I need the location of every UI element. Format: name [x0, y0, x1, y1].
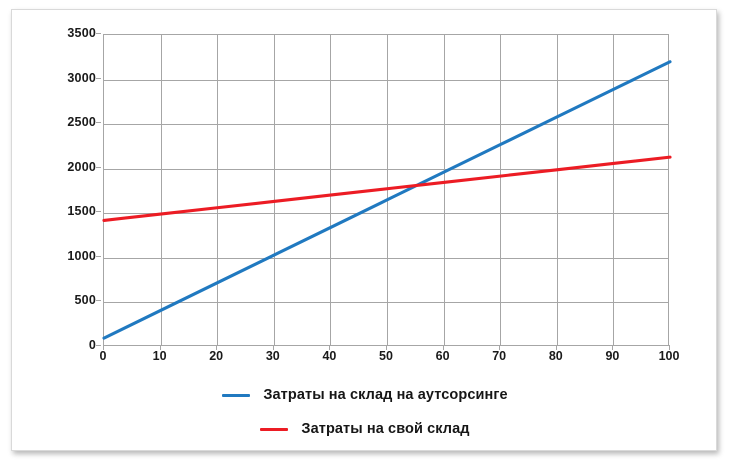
- x-axis-tick-label: 100: [647, 345, 691, 363]
- y-tick-mark: [96, 77, 101, 79]
- series-line-outsourcing: [102, 60, 672, 340]
- x-axis-tick-label: 50: [364, 345, 408, 363]
- gridline-horizontal: [104, 124, 668, 125]
- gridline-vertical: [500, 35, 501, 345]
- chart-card: 0 500 1000 1500 2000 2500 3000 3500 0 10 20 30 40 50…: [11, 9, 717, 451]
- y-axis: 0 500 1000 1500 2000 2500 3000 3500: [20, 27, 101, 351]
- y-tick-text: 2000: [67, 159, 96, 174]
- y-axis-tick-label: 1000: [20, 248, 101, 264]
- y-axis-tick-label: 2500: [20, 115, 101, 130]
- y-tick-mark: [96, 33, 101, 34]
- x-axis: 0 10 20 30 40 50 60 70 80 90 100: [100, 345, 679, 370]
- x-tick-mark: [272, 345, 274, 350]
- y-tick-mark: [96, 211, 101, 213]
- series-line-own-warehouse: [102, 155, 672, 222]
- legend-label-own-warehouse: Затраты на свой склад: [301, 421, 470, 437]
- x-axis-tick-label: 80: [534, 345, 578, 363]
- gridline-horizontal: [104, 258, 668, 259]
- legend-item: Затраты на свой склад: [12, 412, 718, 446]
- x-axis-tick-label: 30: [251, 345, 295, 363]
- gridline-vertical: [613, 35, 614, 345]
- y-axis-tick-label: 3500: [20, 26, 101, 41]
- x-tick-mark: [216, 345, 218, 350]
- x-tick-mark: [103, 345, 104, 350]
- gridline-horizontal: [104, 302, 668, 303]
- y-tick-text: 0: [88, 338, 96, 352]
- legend-swatch-outsourcing: [222, 393, 251, 397]
- y-tick-text: 500: [74, 293, 96, 308]
- x-tick-mark: [555, 345, 557, 350]
- gridline-vertical: [330, 35, 331, 345]
- x-tick-mark: [159, 345, 161, 350]
- y-tick-text: 1000: [67, 248, 96, 263]
- x-axis-tick-label: 20: [194, 345, 238, 363]
- legend-swatch-own-warehouse: [260, 427, 289, 431]
- x-axis-tick-label: 70: [477, 345, 521, 363]
- gridline-vertical: [217, 35, 218, 345]
- plot-area: [102, 34, 672, 346]
- gridline-vertical: [444, 35, 445, 345]
- x-axis-tick-label: 40: [307, 345, 351, 363]
- y-axis-tick-label: 0: [20, 338, 101, 353]
- gridline-horizontal: [104, 80, 668, 81]
- x-axis-tick-label: 60: [421, 345, 465, 363]
- y-axis-tick-label: 2000: [20, 159, 101, 175]
- x-tick-mark: [612, 345, 614, 350]
- gridline-horizontal: [104, 213, 668, 214]
- y-axis-tick-label: 3000: [20, 70, 101, 86]
- x-axis-tick-label: 0: [81, 345, 125, 363]
- y-tick-text: 2500: [67, 115, 96, 130]
- x-tick-mark: [386, 345, 387, 350]
- x-tick-mark: [499, 345, 501, 350]
- y-tick-mark: [96, 166, 101, 168]
- chart-legend: Затраты на склад на аутсорсинге Затраты …: [12, 378, 718, 446]
- x-tick-mark: [442, 345, 444, 350]
- series-layer: [102, 60, 672, 340]
- line-chart: 0 500 1000 1500 2000 2500 3000 3500 0 10 20 30 40 50…: [12, 10, 718, 452]
- gridline-vertical: [274, 35, 275, 345]
- y-tick-text: 3500: [67, 26, 96, 40]
- legend-label-outsourcing: Затраты на склад на аутсорсинге: [263, 387, 508, 403]
- y-axis-tick-label: 500: [20, 293, 101, 308]
- legend-item: Затраты на склад на аутсорсинге: [12, 378, 718, 412]
- y-tick-mark: [96, 255, 101, 257]
- x-tick-mark: [329, 345, 331, 350]
- gridline-horizontal: [104, 169, 668, 170]
- x-axis-tick-label: 90: [590, 345, 634, 363]
- y-tick-mark: [96, 122, 101, 124]
- y-axis-tick-label: 1500: [20, 204, 101, 219]
- y-tick-text: 3000: [67, 70, 96, 85]
- gridline-vertical: [557, 35, 558, 345]
- y-tick-mark: [96, 345, 101, 346]
- x-tick-mark: [669, 345, 670, 350]
- gridline-vertical: [161, 35, 162, 345]
- x-axis-tick-label: 10: [138, 345, 182, 363]
- y-tick-text: 1500: [67, 204, 96, 219]
- y-tick-mark: [96, 300, 101, 302]
